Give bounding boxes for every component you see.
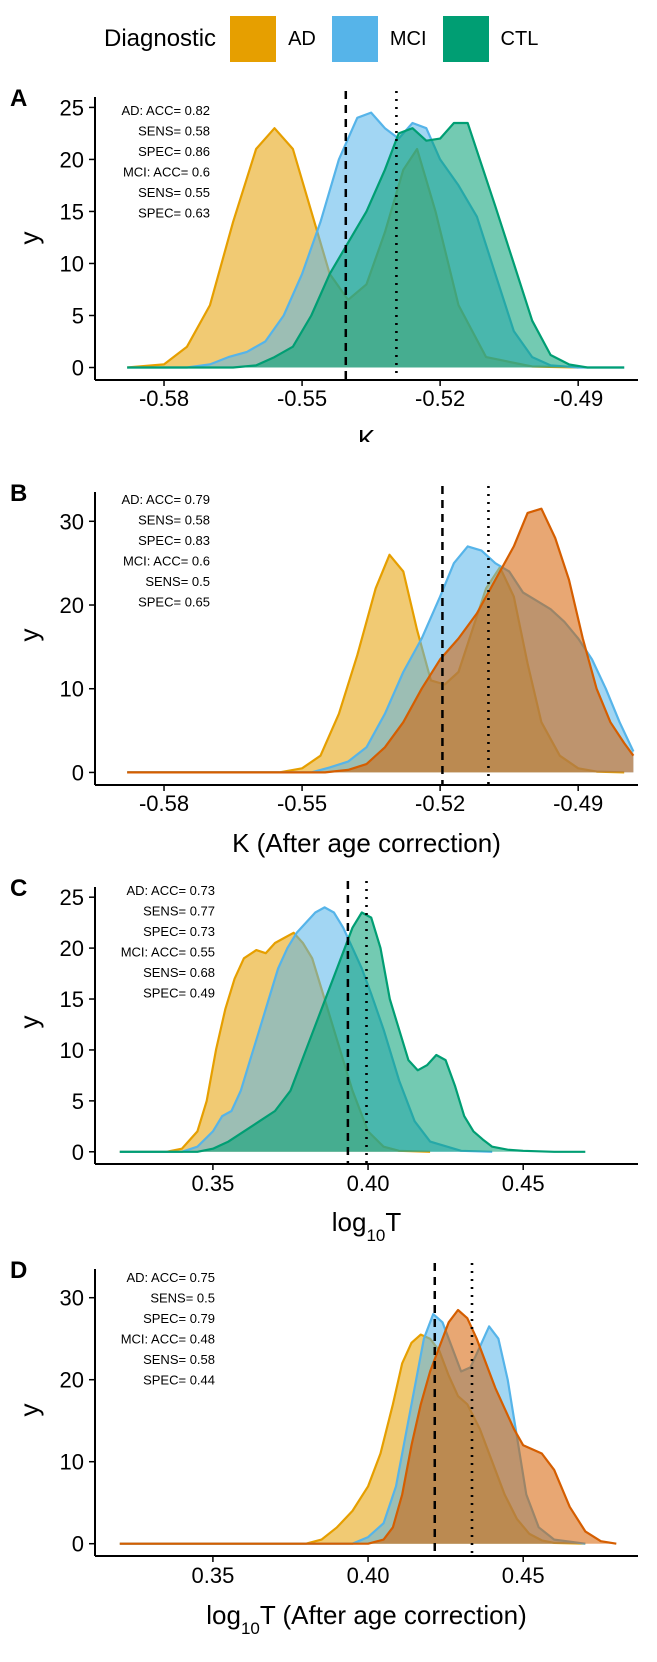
x-tick-label: -0.55 — [277, 791, 327, 816]
density-area-ctl — [119, 1310, 617, 1544]
legend-swatch-ad — [230, 16, 277, 62]
y-tick-label: 10 — [60, 251, 84, 276]
stats-line: AD: ACC= 0.79 — [121, 492, 210, 507]
panel-b-chart: -0.58 -0.55 -0.52 -0.49 0 10 20 30 K (After age … — [10, 480, 638, 858]
stats-line: SENS= 0.58 — [143, 1352, 215, 1367]
panel-letter: B — [10, 480, 27, 507]
y-tick-label: 5 — [72, 303, 84, 328]
y-tick-label: 30 — [60, 1286, 84, 1311]
legend-label-ad: AD — [288, 27, 316, 50]
x-tick-label: 0.45 — [502, 1171, 545, 1196]
x-tick-label: -0.52 — [415, 386, 465, 411]
density-area-ctl — [127, 508, 634, 773]
density-line-ctl — [119, 1308, 617, 1545]
y-tick-label: 30 — [60, 509, 84, 534]
y-axis-label: y — [14, 629, 44, 642]
stats-line: SPEC= 0.79 — [143, 1311, 215, 1326]
panel-c-chart: 0.35 0.40 0.45 0 5 10 15 20 25 log10T y C AD: ACC= 0… — [10, 875, 638, 1245]
legend-label-mci: MCI — [389, 27, 427, 50]
legend-title: Diagnostic — [104, 25, 217, 52]
panel-letter: C — [10, 875, 27, 902]
legend-swatch-ctl — [442, 16, 489, 62]
stats-line: SENS= 0.5 — [150, 1291, 215, 1306]
y-tick-label: 20 — [60, 936, 84, 961]
x-tick-label: -0.49 — [553, 791, 603, 816]
stats-line: SPEC= 0.73 — [143, 924, 215, 939]
x-tick-label: 0.45 — [502, 1563, 545, 1588]
stats-line: SENS= 0.5 — [145, 574, 210, 589]
y-tick-label: 10 — [60, 1038, 84, 1063]
panel-letter: A — [10, 85, 27, 112]
stats-line: SENS= 0.68 — [143, 965, 215, 980]
y-tick-label: 0 — [72, 760, 84, 785]
density-area-ctl — [119, 912, 586, 1152]
stats-line: AD: ACC= 0.75 — [126, 1270, 215, 1285]
stats-line: MCI: ACC= 0.6 — [123, 165, 210, 180]
panel-letter: D — [10, 1257, 27, 1284]
x-tick-label: 0.35 — [191, 1563, 234, 1588]
legend-swatch-mci — [331, 16, 378, 62]
legend-item-ctl: CTL — [442, 16, 543, 62]
stats-line: SPEC= 0.49 — [143, 986, 215, 1001]
y-axis-label: y — [14, 1016, 44, 1029]
stats-line: SENS= 0.58 — [138, 124, 210, 139]
x-tick-label: -0.52 — [415, 791, 465, 816]
x-tick-label: -0.49 — [553, 386, 603, 411]
x-tick-label: 0.40 — [347, 1171, 390, 1196]
y-tick-label: 25 — [60, 95, 84, 120]
stats-line: AD: ACC= 0.73 — [126, 883, 215, 898]
y-tick-label: 15 — [60, 987, 84, 1012]
legend-row: Diagnostic AD MCI CTL — [104, 16, 554, 62]
density-line-ctl — [119, 911, 586, 1153]
stats-line: SENS= 0.55 — [138, 185, 210, 200]
density-area-ctl — [127, 123, 625, 368]
x-tick-label: -0.55 — [277, 386, 327, 411]
legend-item-ad: AD — [230, 16, 320, 62]
y-tick-label: 0 — [72, 1532, 84, 1557]
stats-line: SPEC= 0.86 — [138, 144, 210, 159]
x-tick-label: 0.35 — [191, 1171, 234, 1196]
y-tick-label: 5 — [72, 1089, 84, 1114]
y-tick-label: 20 — [60, 1368, 84, 1393]
stats-line: SPEC= 0.63 — [138, 206, 210, 221]
x-axis-label: K (After age correction) — [232, 828, 501, 858]
y-tick-label: 10 — [60, 677, 84, 702]
panel-a-chart: -0.58 -0.55 -0.52 -0.49 0 5 10 15 20 25 Ky A AD: ACC… — [10, 85, 638, 442]
y-tick-label: 0 — [72, 1140, 84, 1165]
x-tick-label: 0.40 — [347, 1563, 390, 1588]
panel-d-chart: 0.35 0.40 0.45 0 10 20 30 log10T (After age cor… — [10, 1257, 638, 1638]
y-axis-label: y — [14, 232, 44, 245]
stats-line: SPEC= 0.83 — [138, 533, 210, 548]
legend-item-mci: MCI — [331, 16, 431, 62]
density-area-ad — [127, 128, 579, 368]
stats-line: MCI: ACC= 0.6 — [123, 554, 210, 569]
y-tick-label: 15 — [60, 199, 84, 224]
stats-line: SENS= 0.58 — [138, 513, 210, 528]
x-tick-label: -0.58 — [139, 791, 189, 816]
y-tick-label: 10 — [60, 1450, 84, 1475]
stats-line: SENS= 0.77 — [143, 904, 215, 919]
stats-line: MCI: ACC= 0.55 — [121, 945, 215, 960]
x-axis-label: log10T (After age correction) — [206, 1600, 526, 1638]
y-tick-label: 20 — [60, 593, 84, 618]
stats-line: AD: ACC= 0.82 — [121, 103, 210, 118]
legend: Diagnostic AD MCI CTL — [0, 0, 657, 80]
stats-line: MCI: ACC= 0.48 — [121, 1332, 215, 1347]
x-tick-label: -0.58 — [139, 386, 189, 411]
y-tick-label: 20 — [60, 147, 84, 172]
y-tick-label: 25 — [60, 885, 84, 910]
density-line-ctl — [127, 507, 635, 774]
stats-line: SPEC= 0.65 — [138, 595, 210, 610]
stats-line: SPEC= 0.44 — [143, 1373, 215, 1388]
x-axis-label: K — [358, 424, 376, 442]
x-axis-label: log10T — [332, 1207, 402, 1245]
legend-label-ctl: CTL — [500, 27, 539, 50]
density-line-ctl — [127, 121, 625, 369]
y-tick-label: 0 — [72, 356, 84, 381]
y-axis-label: y — [14, 1404, 44, 1417]
